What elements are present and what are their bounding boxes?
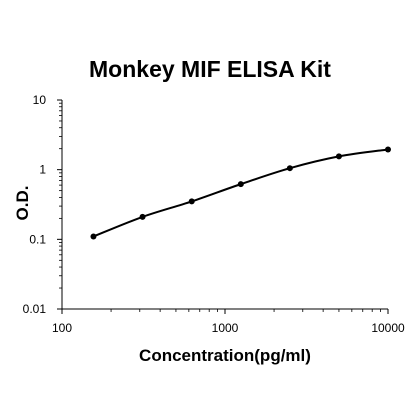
data-point [237,181,244,188]
x-axis-label: Concentration(pg/ml) [139,346,311,365]
data-point [188,198,195,205]
y-tick-label: 1 [39,163,46,177]
data-point [139,213,146,220]
data-point [90,233,97,240]
x-tick-label: 10000 [371,321,405,335]
y-tick-label: 0.1 [29,232,46,246]
x-tick-label: 100 [52,321,72,335]
y-tick-label: 10 [33,93,47,107]
chart-title: Monkey MIF ELISA Kit [89,56,331,82]
standard-curve-line [93,148,389,238]
data-point [286,165,293,172]
data-point [335,153,342,160]
y-tick-label: 0.01 [23,302,47,316]
x-tick-label: 1000 [212,321,239,335]
data-point [385,146,391,153]
